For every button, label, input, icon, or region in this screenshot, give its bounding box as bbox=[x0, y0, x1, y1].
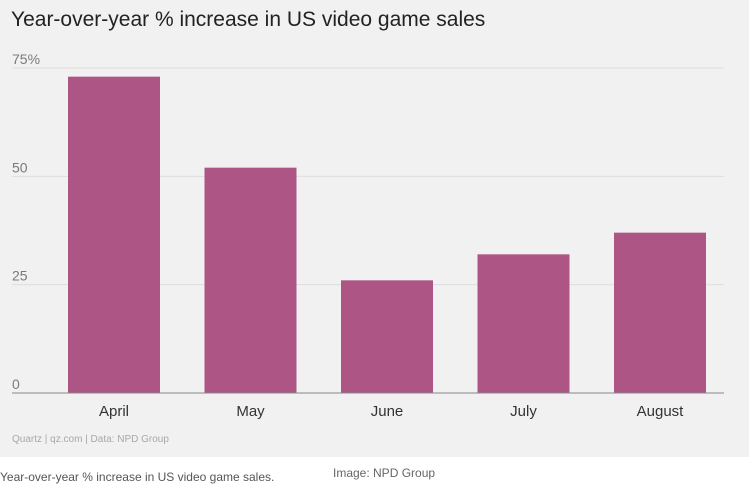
bar bbox=[614, 232, 706, 393]
bar bbox=[204, 167, 297, 393]
bar bbox=[68, 76, 160, 394]
chart-panel: Year-over-year % increase in US video ga… bbox=[0, 0, 749, 457]
image-caption: Year-over-year % increase in US video ga… bbox=[0, 470, 275, 484]
x-tick-label: May bbox=[236, 403, 265, 420]
x-tick-label: August bbox=[637, 403, 685, 420]
bar-chart: 0 25 50 75% April May June July August bbox=[12, 51, 724, 420]
y-tick-label: 25 bbox=[12, 268, 28, 284]
chart-title: Year-over-year % increase in US video ga… bbox=[11, 8, 486, 31]
bar bbox=[477, 254, 570, 393]
y-tick-label: 50 bbox=[12, 159, 28, 175]
x-tick-label: July bbox=[510, 403, 537, 420]
source-line: Quartz | qz.com | Data: NPD Group bbox=[12, 434, 169, 445]
x-tick-label: April bbox=[99, 403, 129, 420]
x-tick-label: June bbox=[371, 403, 404, 420]
image-credit: Image: NPD Group bbox=[333, 466, 436, 480]
y-tick-label: 0 bbox=[12, 376, 20, 392]
bar bbox=[341, 280, 433, 393]
y-tick-label: 75% bbox=[12, 51, 40, 67]
